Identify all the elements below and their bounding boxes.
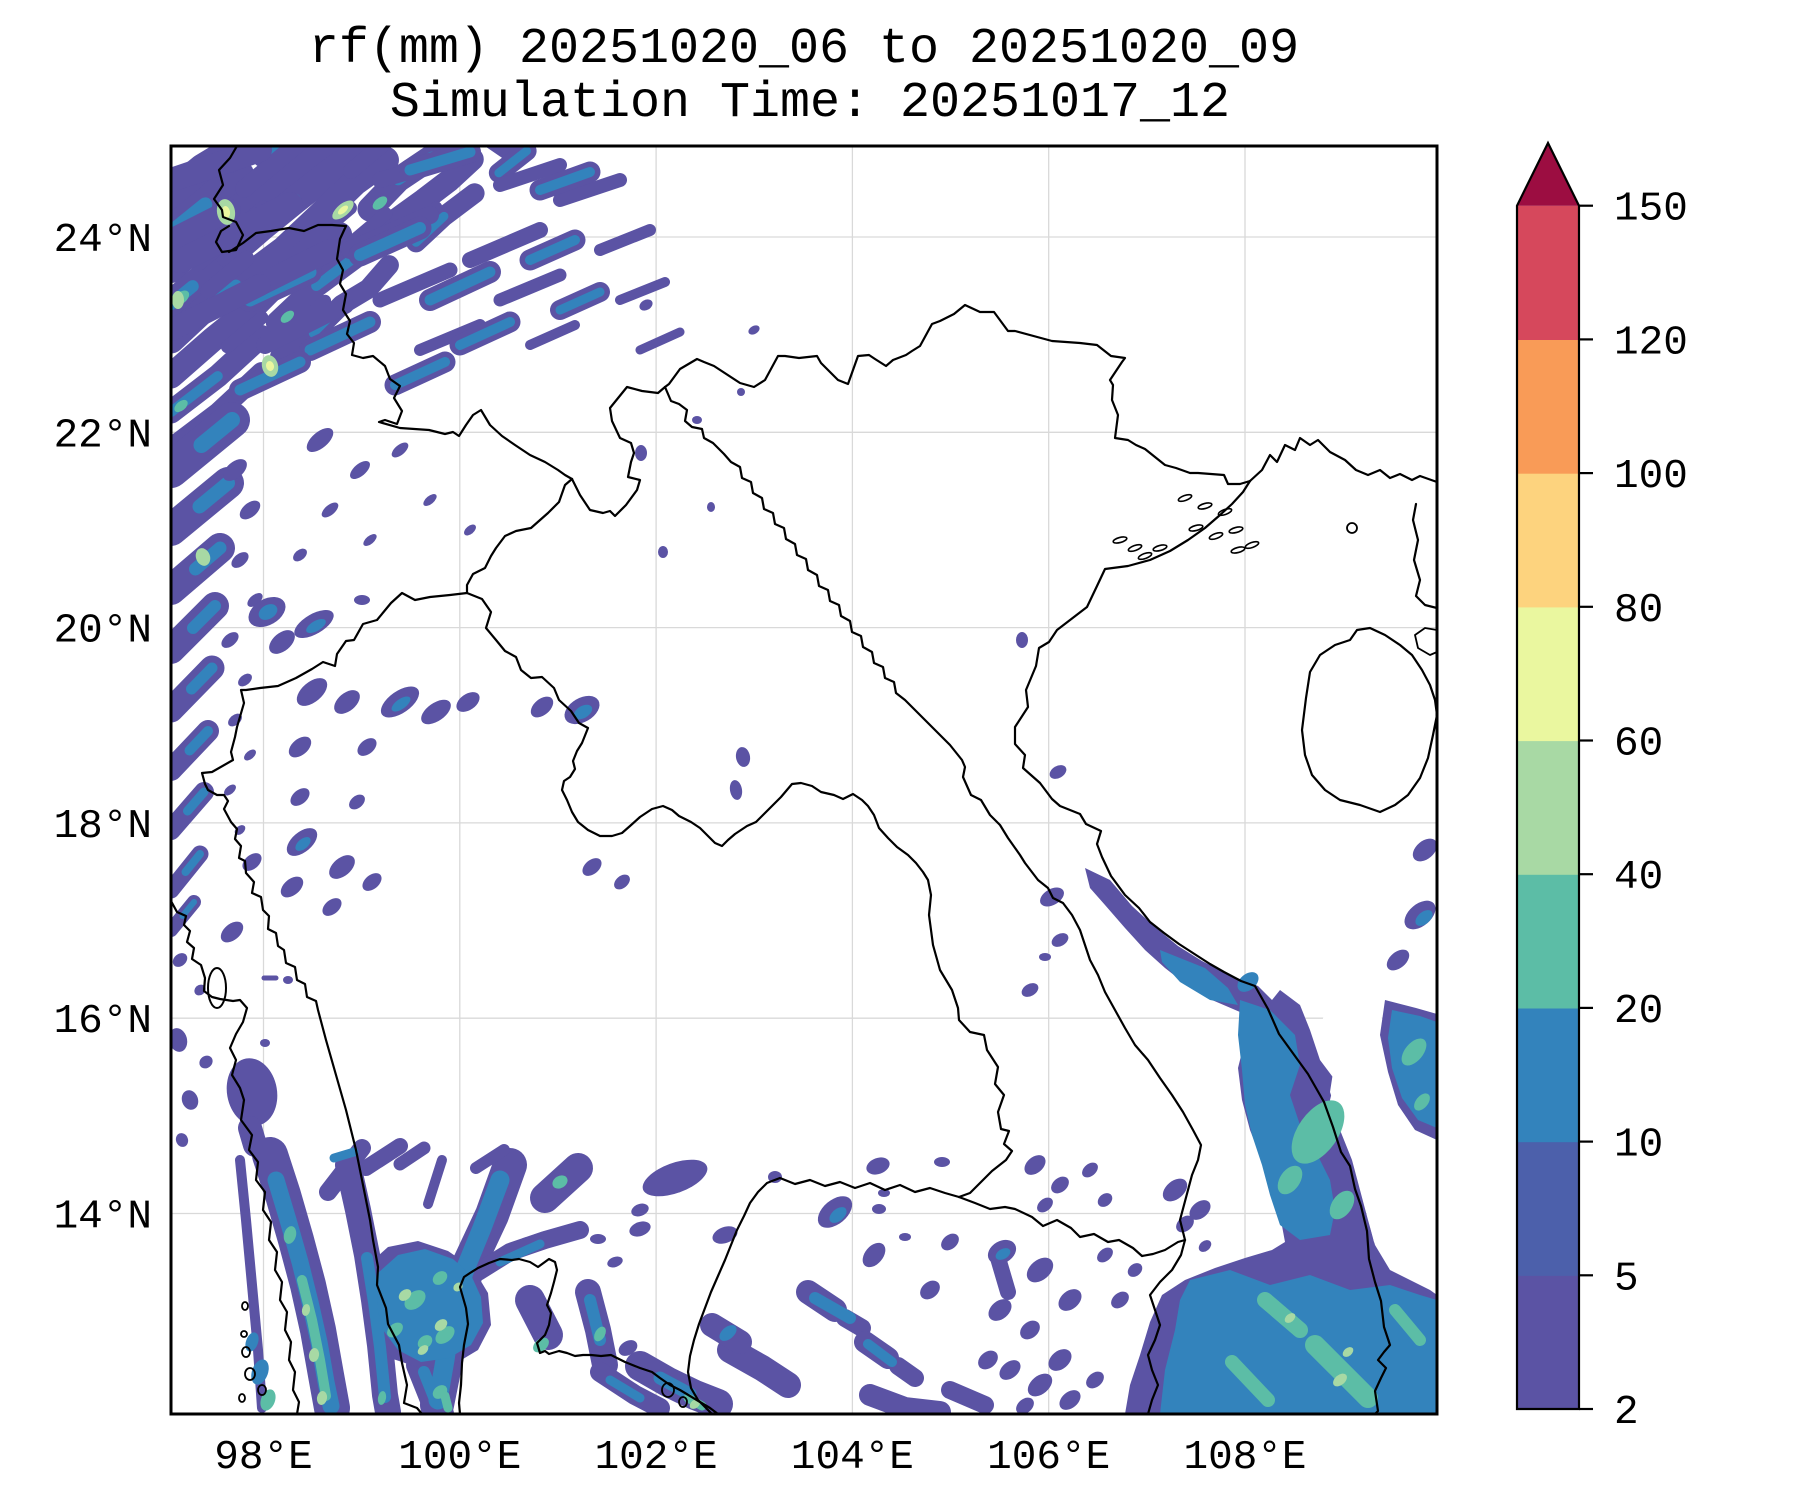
svg-text:Simulation Time: 20251017_12: Simulation Time: 20251017_12 <box>390 75 1230 132</box>
svg-text:104°E: 104°E <box>791 1435 914 1481</box>
svg-text:2: 2 <box>1614 1390 1639 1436</box>
svg-text:24°N: 24°N <box>54 218 152 264</box>
svg-text:10: 10 <box>1614 1123 1663 1169</box>
svg-text:80: 80 <box>1614 588 1663 634</box>
svg-text:98°E: 98°E <box>214 1435 312 1481</box>
svg-text:rf(mm) 20251020_06 to 20251020: rf(mm) 20251020_06 to 20251020_09 <box>309 21 1299 78</box>
svg-text:22°N: 22°N <box>54 413 152 459</box>
svg-text:100°E: 100°E <box>398 1435 521 1481</box>
svg-text:120: 120 <box>1614 320 1688 366</box>
svg-text:5: 5 <box>1614 1256 1639 1302</box>
svg-text:14°N: 14°N <box>54 1195 152 1241</box>
svg-text:108°E: 108°E <box>1183 1435 1306 1481</box>
svg-text:20°N: 20°N <box>54 609 152 655</box>
svg-text:106°E: 106°E <box>987 1435 1110 1481</box>
svg-text:102°E: 102°E <box>595 1435 718 1481</box>
svg-text:18°N: 18°N <box>54 804 152 850</box>
svg-text:60: 60 <box>1614 722 1663 768</box>
svg-text:20: 20 <box>1614 989 1663 1035</box>
svg-text:40: 40 <box>1614 855 1663 901</box>
svg-text:16°N: 16°N <box>54 999 152 1045</box>
svg-text:100: 100 <box>1614 454 1688 500</box>
svg-text:150: 150 <box>1614 187 1688 233</box>
